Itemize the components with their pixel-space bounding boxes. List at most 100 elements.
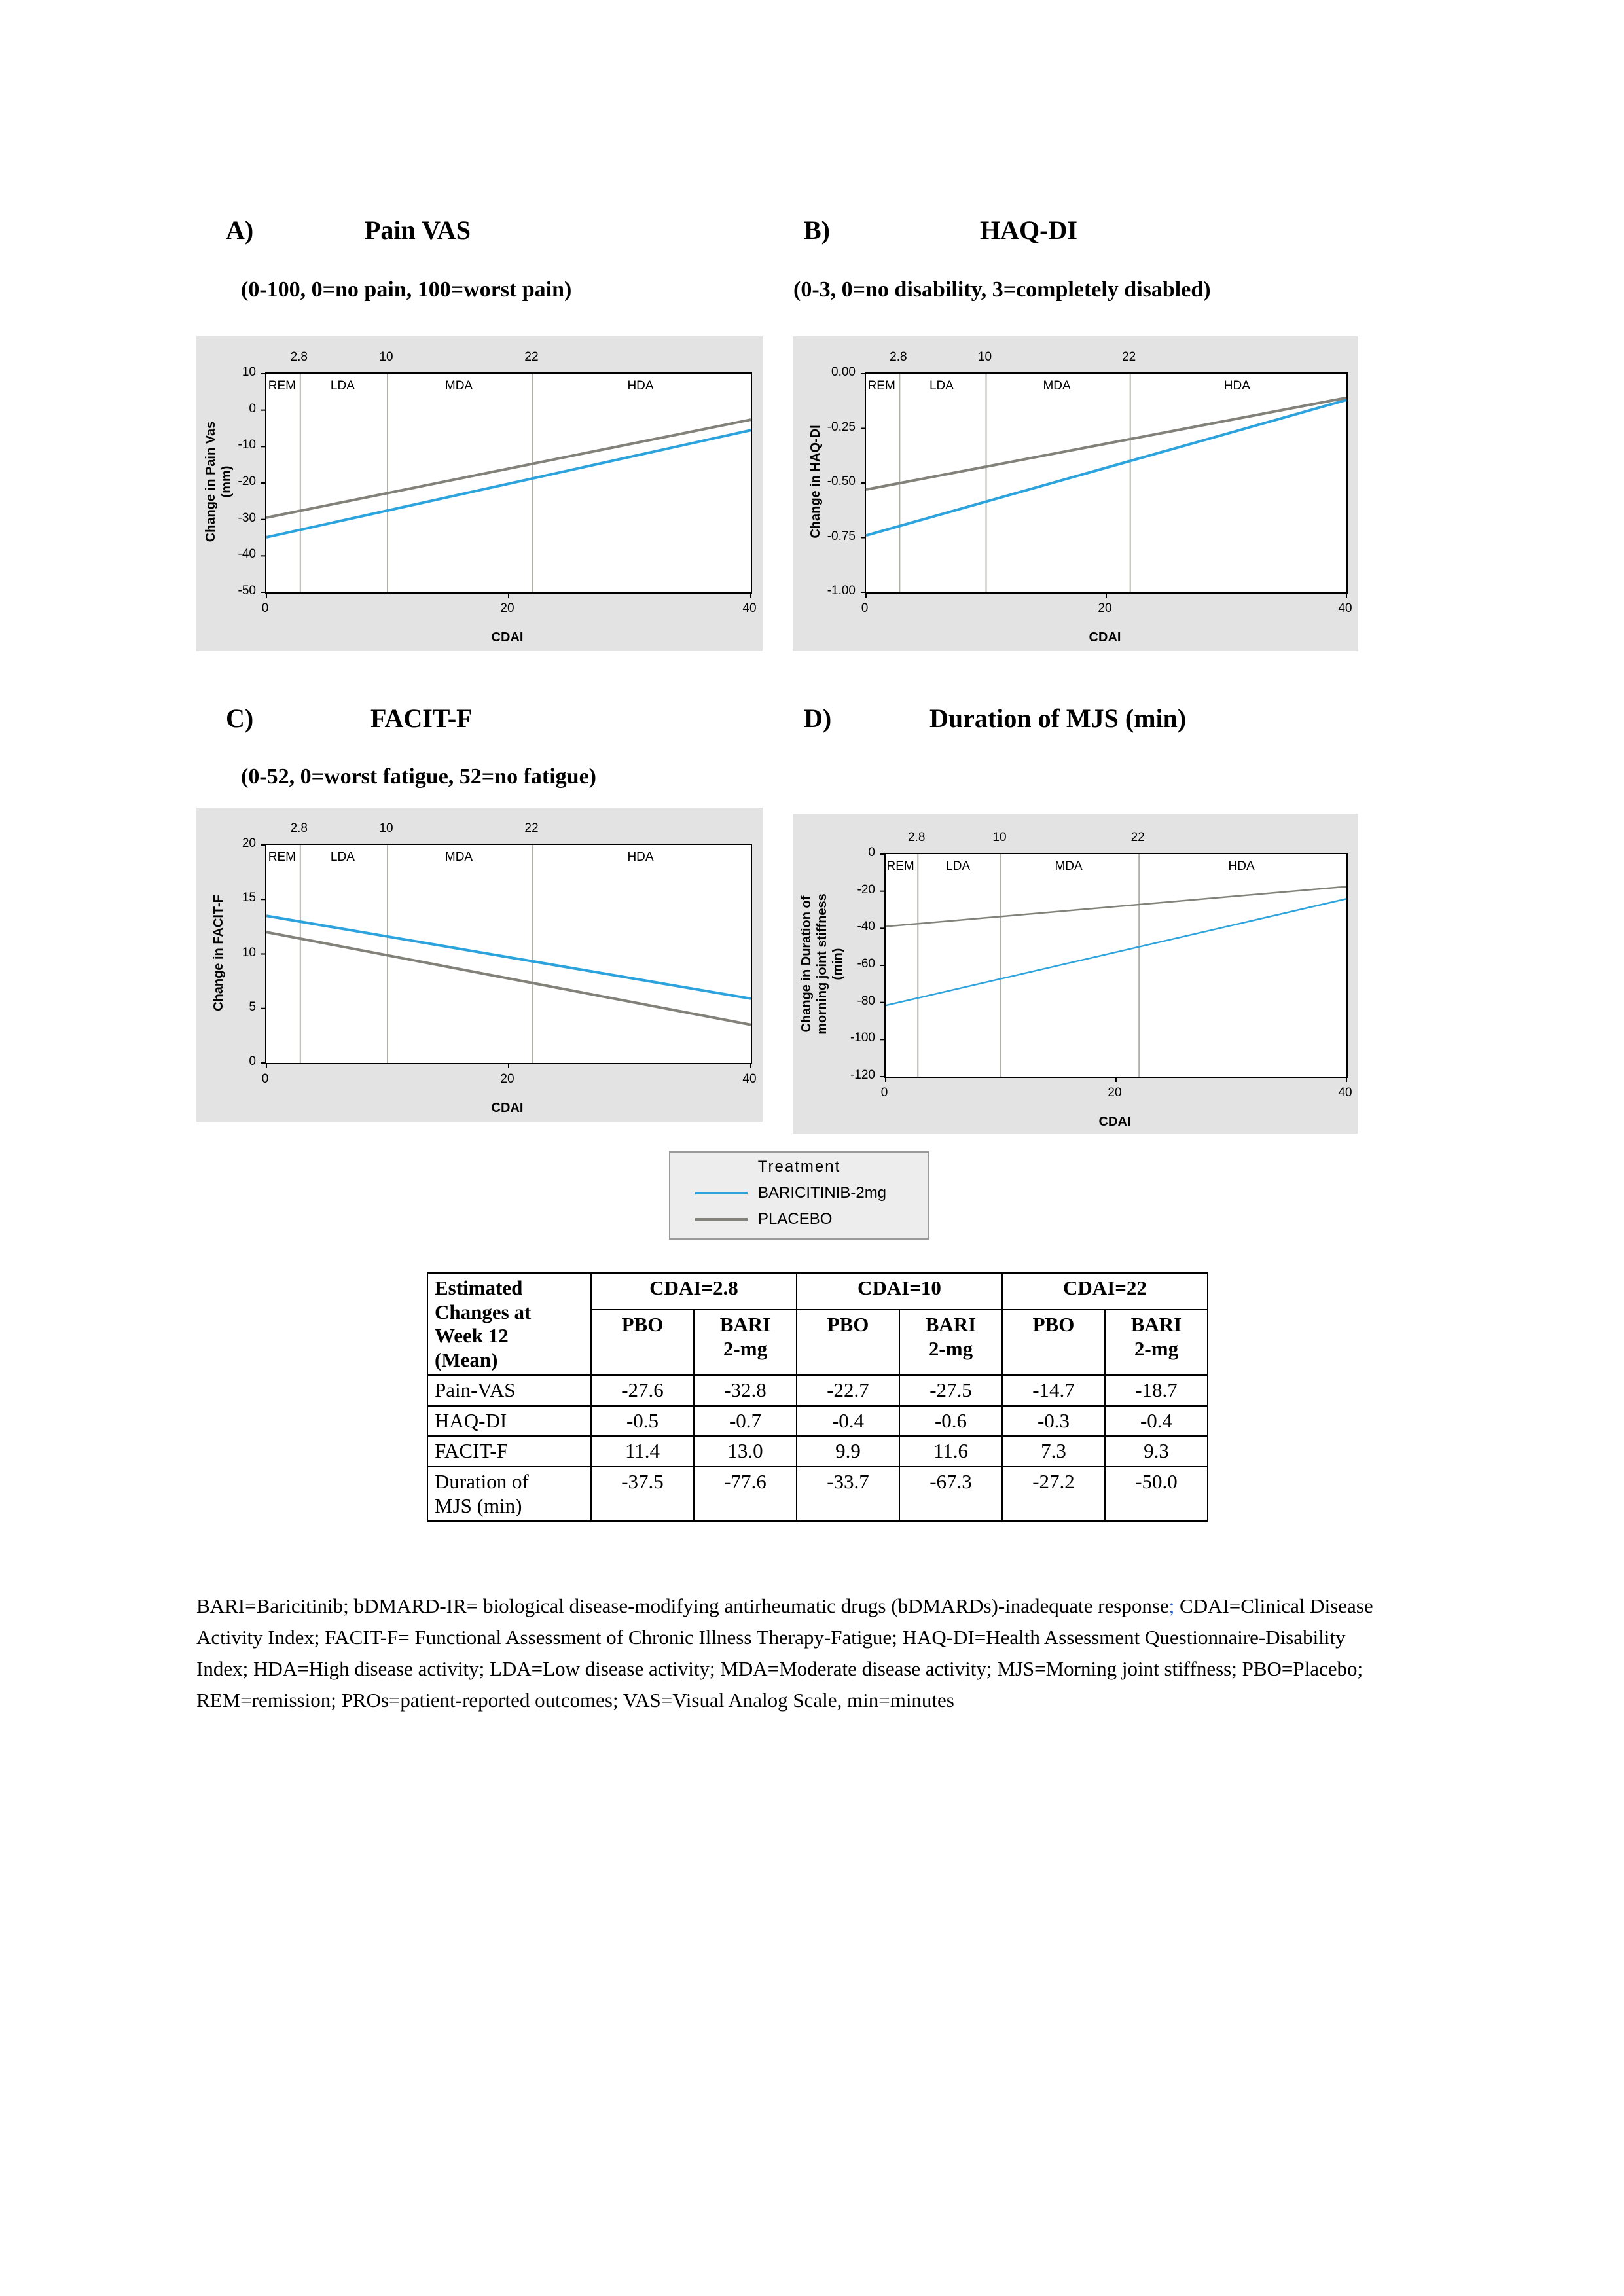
panel-b-subtitle: (0-3, 0=no disability, 3=completely disa… (793, 278, 1211, 302)
table-cell: 11.6 (899, 1435, 1003, 1468)
table-colgroup-cdai-2-8: CDAI=2.8 (590, 1272, 797, 1311)
table-cell: -0.4 (796, 1405, 900, 1437)
plot-area (880, 853, 1348, 1082)
results-table-body: Pain-VAS -27.6 -32.8 -22.7 -27.5 -14.7 -18.7 HA… (427, 1374, 1208, 1522)
reference-line-label: 10 (977, 350, 992, 364)
x-tick-label: 0 (861, 601, 869, 615)
table-cell: 9.9 (796, 1435, 900, 1468)
y-tick-label: 0 (868, 846, 875, 859)
series-line-placebo (266, 418, 751, 519)
series-line-placebo (865, 396, 1347, 491)
region-label-mda: MDA (1043, 379, 1071, 393)
panel-d-label: D) (804, 704, 832, 733)
reference-line-label: 10 (992, 831, 1007, 844)
series-line-baricitinib-2mg (266, 914, 751, 1000)
region-label-lda: LDA (330, 379, 355, 393)
table-subheader-bari-1: BARI 2-mg (693, 1309, 797, 1376)
reference-line-label: 2.8 (290, 350, 308, 364)
x-tick-label: 20 (1108, 1086, 1122, 1100)
y-tick-label: -100 (850, 1031, 875, 1045)
table-subheader-pbo-3: PBO (1001, 1309, 1106, 1376)
legend-title: Treatment (757, 1158, 841, 1175)
table-cell: -18.7 (1104, 1374, 1208, 1407)
y-tick-label: 20 (242, 836, 256, 850)
x-tick-label: 40 (742, 601, 757, 615)
series-line-baricitinib-2mg (885, 898, 1347, 1007)
table-cell: -27.2 (1001, 1466, 1106, 1522)
legend-line-swatch (695, 1192, 748, 1194)
y-tick-label: 15 (242, 891, 256, 905)
reference-line-label: 22 (1130, 831, 1145, 844)
table-cell: -0.6 (899, 1405, 1003, 1437)
footnote-segment: BARI=Baricitinib; bDMARD-IR= biological … (196, 1594, 1169, 1617)
region-label-hda: HDA (1223, 379, 1250, 393)
table-row-label: HAQ-DI (427, 1405, 592, 1437)
legend-entry: PLACEBO (695, 1210, 928, 1229)
reference-line-label: 10 (379, 821, 393, 835)
table-subheader-row: PBO BARI 2-mg PBO BARI 2-mg PBO BARI 2-m… (427, 1309, 1208, 1376)
table-cell: -37.5 (590, 1466, 695, 1522)
y-tick-label: -0.75 (827, 529, 856, 543)
y-tick-label: 5 (249, 999, 256, 1014)
table-cell: 11.4 (590, 1435, 695, 1468)
table-group-header-row: Estimated Changes at Week 12 (Mean) CDAI… (427, 1272, 1208, 1376)
panel-b-label: B) (804, 215, 830, 245)
series-line-baricitinib-2mg (266, 429, 751, 539)
table-subheader-bari-3: BARI 2-mg (1104, 1309, 1208, 1376)
panel-b-title: HAQ-DI (980, 215, 1077, 245)
region-label-rem: REM (268, 850, 297, 864)
x-tick-label: 0 (261, 601, 269, 615)
series-line-placebo (885, 886, 1347, 927)
panel-c-subtitle: (0-52, 0=worst fatigue, 52=no fatigue) (241, 764, 597, 789)
region-label-lda: LDA (946, 859, 971, 873)
plot-area (261, 372, 752, 598)
y-tick-label: -120 (850, 1068, 875, 1082)
y-axis-title: Change in Duration of morning joint stif… (799, 893, 845, 1035)
y-tick-label: -60 (857, 957, 875, 971)
table-row-label: Duration of MJS (min) (427, 1466, 592, 1522)
region-label-lda: LDA (330, 850, 355, 864)
y-tick-label: 10 (242, 365, 256, 379)
y-tick-label: 0.00 (831, 365, 856, 379)
y-tick-label: -0.25 (827, 420, 856, 434)
y-tick-label: -0.50 (827, 475, 856, 488)
legend-entries: BARICITINIB-2mg PLACEBO (670, 1184, 928, 1229)
y-tick-label: -80 (857, 994, 875, 1008)
series-line-placebo (266, 931, 751, 1026)
table-cell: -14.7 (1001, 1374, 1106, 1407)
table-cell: -33.7 (796, 1466, 900, 1522)
panel-c-title: FACIT-F (370, 704, 473, 733)
region-label-rem: REM (268, 379, 297, 393)
region-label-lda: LDA (929, 379, 954, 393)
x-axis-title: CDAI (1098, 1115, 1131, 1129)
plot-svg (861, 373, 1347, 598)
table-cell: -77.6 (693, 1466, 797, 1522)
table-row: Pain-VAS -27.6 -32.8 -22.7 -27.5 -14.7 -18.7 (427, 1374, 1208, 1407)
region-label-mda: MDA (1055, 859, 1083, 873)
x-tick-label: 0 (880, 1086, 888, 1100)
table-cell: -27.6 (590, 1374, 695, 1407)
reference-line-label: 22 (524, 821, 539, 835)
chart-panel-pain-vas: 2.8 10 22 REM LDA MDA HDA 10 0 -10 -20 -30 -40 -50 0 20… (196, 336, 763, 651)
table-subheader-pbo-1: PBO (590, 1309, 695, 1376)
series-line-baricitinib-2mg (865, 399, 1347, 537)
table-cell: -50.0 (1104, 1466, 1208, 1522)
table-cell: -0.4 (1104, 1405, 1208, 1437)
y-axis-title: Change in Pain Vas (mm) (203, 421, 234, 543)
panel-a-title: Pain VAS (365, 215, 471, 245)
plot-svg (880, 853, 1347, 1082)
y-axis-title: Change in FACIT-F (211, 894, 226, 1011)
chart-panel-haq-di: 2.8 10 22 REM LDA MDA HDA 0.00 -0.25 -0.50 -0.75 -1… (793, 336, 1358, 651)
table-cell: -0.5 (590, 1405, 695, 1437)
legend-entry-label: PLACEBO (758, 1210, 833, 1228)
y-tick-label: -40 (238, 547, 256, 562)
table-cell: 13.0 (693, 1435, 797, 1468)
chart-panel-mjs-duration: 2.8 10 22 REM LDA MDA HDA 0 -20 -40 -60 -80 -100 -120… (793, 814, 1358, 1134)
region-label-mda: MDA (444, 379, 473, 393)
plot-area (861, 372, 1348, 598)
y-axis-title: Change in HAQ-DI (808, 425, 823, 539)
x-tick-label: 40 (1338, 601, 1352, 615)
x-tick-label: 20 (500, 601, 514, 615)
region-label-rem: REM (886, 859, 914, 873)
